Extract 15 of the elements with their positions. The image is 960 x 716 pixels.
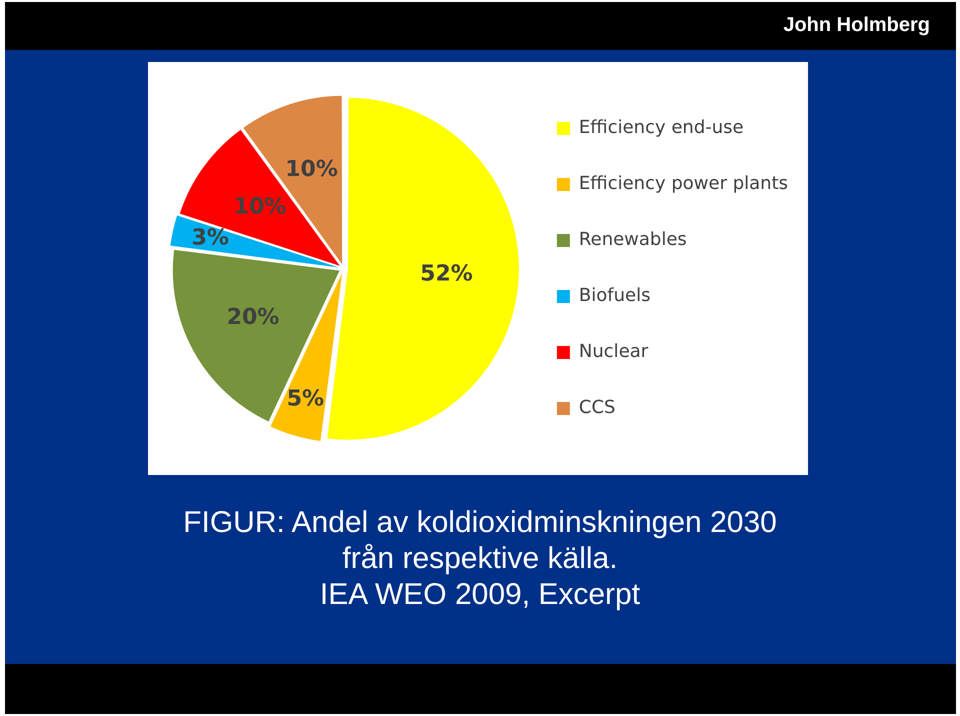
legend-label: CCS xyxy=(578,397,616,418)
text: FIGUR: Andel av koldioxidminskningen 2030 från respektive källa. xyxy=(182,505,778,577)
data-label: 3% xyxy=(192,225,229,250)
legend-label: Biofuels xyxy=(578,285,650,306)
data-label: 10% xyxy=(234,194,286,220)
legend-label: Efficiency end-use xyxy=(578,117,744,138)
data-label: 5% xyxy=(286,386,324,412)
text: IEA WEO 2009, Excerpt xyxy=(318,577,642,613)
header-strip: John Holmberg xyxy=(5,2,956,50)
data-label: 52% xyxy=(420,262,473,287)
legend-label: Renewables xyxy=(578,229,687,250)
data-label: 10% xyxy=(285,157,338,182)
data-label: 20% xyxy=(226,304,280,330)
legend-label: Nuclear xyxy=(578,341,649,362)
legend-label: Efficiency power plants xyxy=(578,173,788,194)
